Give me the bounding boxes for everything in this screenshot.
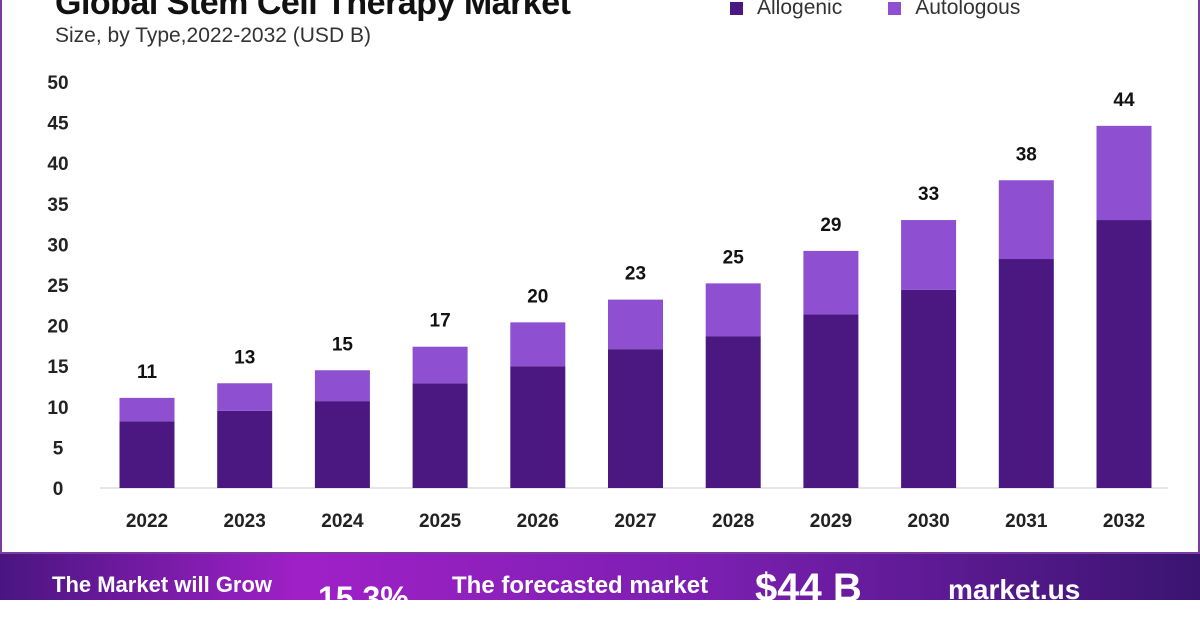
data-label: 29 xyxy=(820,215,841,236)
forecast-text: The forecasted market xyxy=(452,572,709,599)
bar-chart: 0510152025303540455011202213202315202417… xyxy=(47,73,1168,532)
x-tick-label: 2025 xyxy=(419,511,462,532)
x-tick-label: 2027 xyxy=(614,511,656,532)
chart-title: Global Stem Cell Therapy Market xyxy=(55,0,571,22)
y-tick-label: 50 xyxy=(47,73,68,94)
bar-autologous xyxy=(314,370,370,402)
data-label: 20 xyxy=(527,286,548,307)
bar-allogenic xyxy=(705,336,761,488)
x-tick-label: 2026 xyxy=(517,511,559,532)
bar-allogenic xyxy=(608,349,663,488)
data-label: 15 xyxy=(332,334,354,355)
x-tick-label: 2032 xyxy=(1103,511,1145,532)
bar-autologous xyxy=(803,250,859,315)
y-tick-label: 45 xyxy=(47,114,69,135)
bar-autologous xyxy=(705,283,761,337)
bar-autologous xyxy=(608,299,663,350)
y-tick-label: 0 xyxy=(53,479,64,500)
bar-autologous xyxy=(119,397,175,422)
bar-allogenic xyxy=(412,383,468,488)
data-label: 25 xyxy=(723,247,745,268)
x-tick-label: 2030 xyxy=(907,511,949,532)
x-tick-label: 2022 xyxy=(126,511,168,532)
y-tick-label: 25 xyxy=(47,276,69,297)
forecast-value: $44 B xyxy=(755,566,862,610)
bar-allogenic xyxy=(314,401,370,488)
legend: Allogenic Autologous xyxy=(730,0,1020,20)
x-tick-label: 2024 xyxy=(321,511,364,532)
legend-item-allogenic: Allogenic xyxy=(730,0,842,20)
x-tick-label: 2029 xyxy=(810,511,852,532)
data-label: 17 xyxy=(430,311,451,332)
legend-item-autologous: Autologous xyxy=(888,0,1020,20)
bar-autologous xyxy=(217,383,273,411)
x-tick-label: 2028 xyxy=(712,511,754,532)
data-label: 23 xyxy=(625,264,646,285)
bar-allogenic xyxy=(119,421,175,488)
cagr-value: 15.3% xyxy=(318,580,409,616)
bar-allogenic xyxy=(803,314,859,488)
brand-logo: market.us xyxy=(948,574,1081,605)
bar-allogenic xyxy=(998,259,1054,488)
data-label: 38 xyxy=(1016,144,1037,165)
y-tick-label: 10 xyxy=(47,398,68,419)
bar-autologous xyxy=(901,220,957,290)
bar-autologous xyxy=(998,180,1054,260)
y-tick-label: 15 xyxy=(47,357,69,378)
y-tick-label: 20 xyxy=(47,317,68,338)
x-tick-label: 2023 xyxy=(224,511,266,532)
y-tick-label: 35 xyxy=(47,195,69,216)
summary-banner: The Market will Grow 15.3% The forecaste… xyxy=(0,554,1200,616)
bar-allogenic xyxy=(901,289,957,488)
bar-autologous xyxy=(1096,125,1152,221)
data-label: 13 xyxy=(234,347,255,368)
bar-autologous xyxy=(510,322,566,367)
bar-allogenic xyxy=(217,410,273,488)
grow-text: The Market will Grow xyxy=(52,572,273,597)
data-label: 11 xyxy=(137,362,158,383)
y-tick-label: 40 xyxy=(47,154,68,175)
y-tick-label: 5 xyxy=(53,438,64,459)
chart-subtitle: Size, by Type,2022-2032 (USD B) xyxy=(55,24,371,47)
x-tick-label: 2031 xyxy=(1005,511,1048,532)
bar-allogenic xyxy=(1096,220,1152,489)
data-label: 44 xyxy=(1113,90,1135,111)
bar-autologous xyxy=(412,346,468,384)
bar-allogenic xyxy=(510,366,566,488)
data-label: 33 xyxy=(918,184,939,205)
y-tick-label: 30 xyxy=(47,235,68,256)
